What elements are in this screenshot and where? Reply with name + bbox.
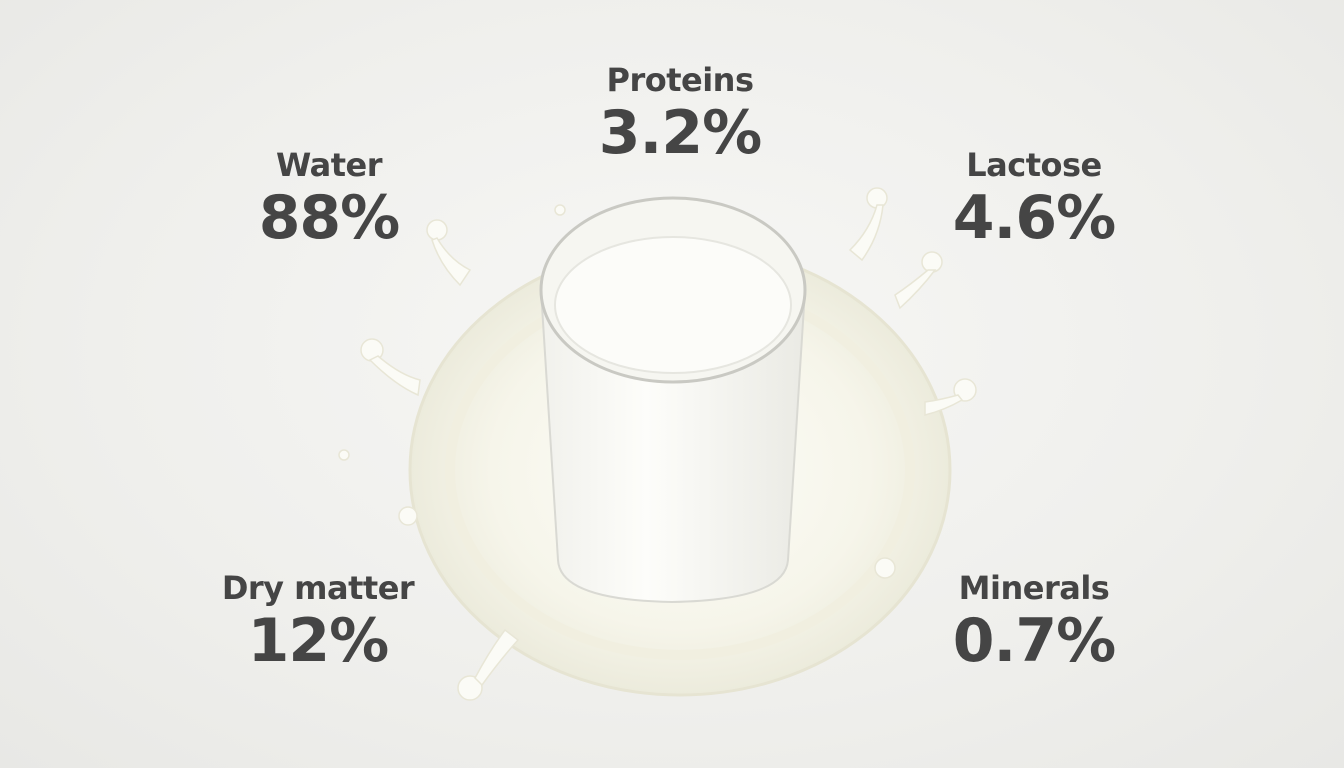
stat-value: 0.7% xyxy=(952,606,1116,676)
stat-label: Lactose xyxy=(966,146,1102,184)
stat-value: 4.6% xyxy=(952,183,1116,253)
stat-label: Proteins xyxy=(606,61,754,99)
stat-lactose: Lactose 4.6% xyxy=(952,145,1116,253)
stat-value: 3.2% xyxy=(598,98,762,168)
milk-glass xyxy=(539,196,807,604)
stat-value: 88% xyxy=(258,183,401,253)
stat-label: Water xyxy=(275,146,383,184)
stat-water: Water 88% xyxy=(258,145,401,253)
stat-label: Dry matter xyxy=(221,569,415,607)
stat-dry-matter: Dry matter 12% xyxy=(221,568,415,676)
stat-value: 12% xyxy=(247,606,390,676)
stat-proteins: Proteins 3.2% xyxy=(598,60,762,168)
stat-label: Minerals xyxy=(958,569,1110,607)
stat-minerals: Minerals 0.7% xyxy=(952,568,1116,676)
